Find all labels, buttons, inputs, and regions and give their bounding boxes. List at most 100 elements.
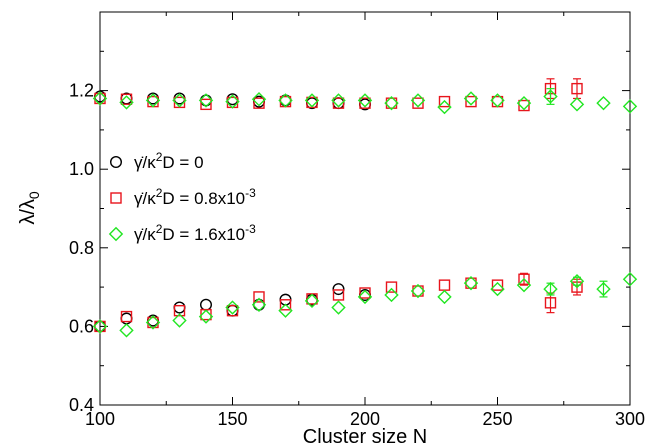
data-point-upper [412, 97, 424, 109]
y-axis-title: λ/λ0 [17, 191, 42, 225]
data-point-upper [490, 93, 505, 108]
data-point-lower [544, 297, 557, 309]
data-point-lower [279, 299, 292, 311]
data-point-upper [543, 89, 558, 104]
data-point-upper [463, 91, 479, 106]
data-point-lower [173, 301, 186, 314]
data-point-lower [199, 298, 212, 311]
data-point-upper [200, 98, 212, 111]
data-point-upper [569, 97, 585, 112]
data-point-lower [304, 293, 320, 309]
data-point-lower [384, 287, 399, 303]
data-point-lower [145, 315, 161, 330]
legend-label: γ̇/κ2D = 1.6x10-3 [134, 222, 256, 244]
series-diamond [92, 88, 638, 338]
data-point-upper [92, 91, 108, 106]
data-point-lower [173, 304, 186, 317]
data-point-upper [359, 97, 371, 109]
series-circle [93, 90, 372, 333]
data-point-lower [491, 279, 504, 291]
data-point-lower [437, 289, 452, 305]
data-point-upper [253, 97, 265, 109]
data-point-lower [278, 303, 293, 318]
y-tick-label: 1.2 [69, 81, 94, 101]
data-point-lower [410, 283, 426, 299]
data-point-lower [251, 297, 267, 312]
legend-marker-diamond [108, 226, 124, 242]
data-point-upper [94, 92, 106, 105]
x-tick-label: 250 [482, 409, 512, 429]
legend-label: γ̇/κ2D = 0 [134, 150, 204, 172]
data-point-lower [385, 281, 398, 293]
data-point-lower [94, 320, 106, 333]
data-point-lower [518, 273, 530, 285]
data-point-lower [332, 289, 345, 301]
legend: γ̇/κ2D = 0 γ̇/κ2D = 0.8x10-3 γ̇/κ2D = 1.6x… [108, 150, 256, 244]
data-point-lower [596, 281, 611, 297]
data-point-upper [199, 94, 212, 107]
data-point-lower [120, 310, 133, 323]
data-point-lower [226, 304, 239, 317]
data-point-lower [490, 281, 505, 297]
data-point-lower [412, 285, 424, 297]
data-point-upper [357, 93, 373, 108]
data-point-upper [437, 99, 452, 115]
data-point-lower [332, 283, 345, 296]
data-point-upper [145, 93, 161, 108]
data-point-lower [359, 287, 371, 299]
data-point-upper [385, 97, 398, 109]
data-point-lower [357, 289, 373, 305]
data-point-lower [172, 313, 187, 328]
data-point-upper [119, 95, 134, 110]
data-point-lower [253, 291, 265, 303]
data-point-upper [331, 93, 346, 108]
y-tick-label: 0.4 [69, 395, 94, 415]
data-point-upper [172, 93, 187, 108]
y-tick-label: 0.6 [69, 316, 94, 336]
data-point-upper [251, 92, 267, 107]
data-point-lower [569, 274, 585, 289]
legend-marker-circle [109, 155, 122, 168]
y-axis-title-main: λ/λ [17, 199, 39, 225]
data-point-upper [518, 99, 530, 112]
data-point-upper [120, 93, 133, 105]
legend-marker-square [110, 192, 122, 204]
data-point-upper [225, 94, 240, 109]
data-point-lower [622, 272, 638, 287]
data-point-upper [571, 82, 583, 95]
x-tick-label: 300 [615, 409, 645, 429]
x-tick-label: 150 [217, 409, 247, 429]
data-point-lower [331, 300, 346, 315]
data-point-lower [147, 316, 159, 329]
data-point-lower [438, 279, 451, 291]
data-point-upper [516, 95, 532, 111]
data-point-lower [465, 277, 477, 289]
data-point-lower [225, 300, 240, 315]
data-point-lower [198, 309, 214, 324]
data-point-upper [198, 93, 214, 108]
data-point-lower [252, 298, 265, 311]
data-point-lower [463, 275, 479, 291]
data-point-upper [596, 95, 611, 111]
data-marks [92, 78, 638, 338]
x-tick-label: 200 [350, 409, 380, 429]
y-tick-label: 1.0 [69, 159, 94, 179]
data-point-lower [92, 319, 108, 334]
data-point-lower [516, 277, 532, 293]
y-tick-label: 0.8 [69, 238, 94, 258]
plot-frame [99, 11, 631, 406]
y-axis-title-subscript: 0 [26, 191, 42, 199]
data-point-upper [438, 95, 451, 108]
legend-label: γ̇/κ2D = 0.8x10-3 [134, 186, 256, 208]
data-point-upper [465, 95, 477, 108]
data-point-upper [622, 99, 638, 114]
data-point-upper [304, 93, 320, 108]
data-point-upper [384, 95, 399, 111]
x-axis-title: Cluster size N [303, 426, 427, 447]
data-point-upper [410, 93, 426, 108]
data-point-lower [543, 281, 558, 297]
data-point-upper [278, 93, 293, 108]
data-point-upper [332, 97, 345, 109]
data-point-lower [119, 323, 134, 338]
